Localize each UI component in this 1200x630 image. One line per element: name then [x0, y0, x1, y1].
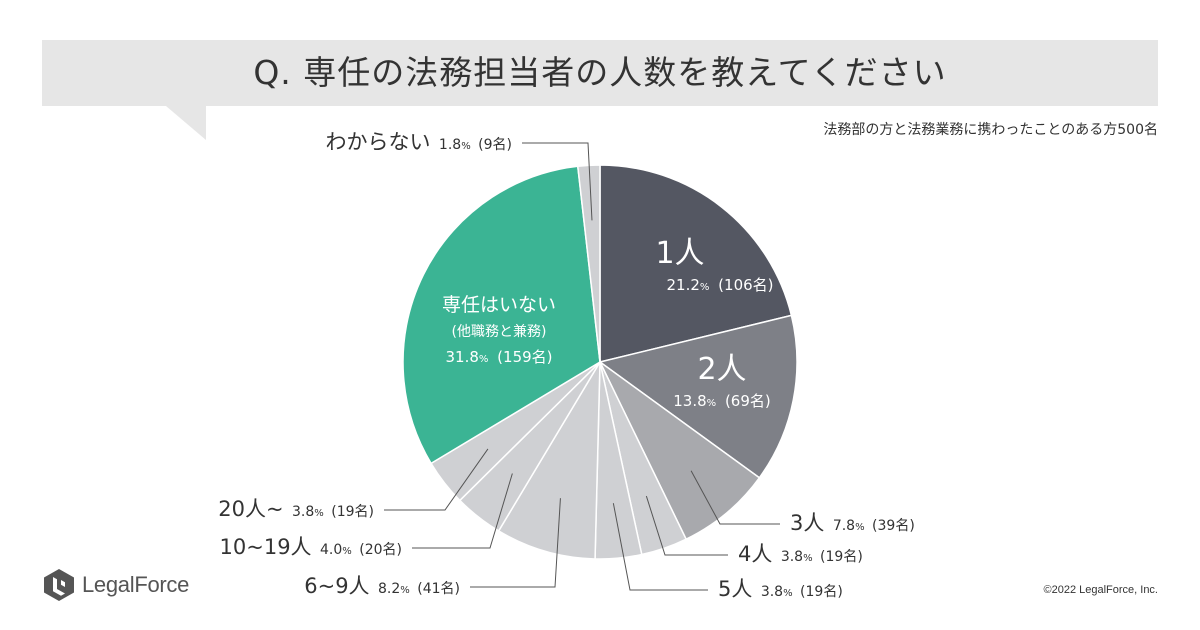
pct-value: 8.2	[374, 581, 401, 597]
leader-line-3	[690, 470, 780, 525]
pct-value: 3.8	[776, 549, 803, 565]
count-value: (159名)	[492, 348, 552, 366]
count-value: (69名)	[720, 392, 771, 410]
slice-label: 1人	[655, 236, 704, 271]
pct-value: 3.8	[288, 504, 315, 520]
leader-line-8	[384, 448, 489, 511]
leader-line-5	[612, 503, 708, 591]
slice-label: 専任はいない	[442, 294, 556, 316]
count-value: (41名)	[413, 581, 460, 597]
slice-label: 10~19人	[220, 535, 312, 559]
speech-bubble-tail	[166, 106, 206, 140]
inside-value-9: 31.8% (159名)	[445, 348, 552, 366]
slice-label: わからない	[325, 130, 430, 154]
count-value: (20名)	[355, 542, 402, 558]
logo-mark-icon	[44, 569, 74, 601]
count-value: (19名)	[816, 549, 863, 565]
pie-slice-3	[599, 361, 761, 541]
pct-sign: %	[707, 398, 717, 409]
pct-sign: %	[700, 282, 710, 293]
count-value: (106名)	[713, 276, 773, 294]
pie-slices	[402, 164, 798, 560]
slice-label: 3人	[790, 511, 824, 535]
copyright: ©2022 LegalForce, Inc.	[1043, 584, 1158, 596]
pct-sign: %	[855, 522, 865, 533]
chart-subtitle: 法務部の方と法務業務に携わったことのある方500名	[823, 122, 1158, 138]
inside-label-1: 1人	[655, 236, 704, 271]
pct-sign: %	[314, 508, 324, 519]
pct-value: 7.8	[828, 518, 855, 534]
leader-line-7	[412, 473, 513, 549]
pct-sign: %	[803, 553, 813, 564]
leader-lines	[384, 142, 780, 591]
inside-sublabel-9: (他職務と兼務)	[452, 324, 547, 340]
pct-sign: %	[342, 546, 352, 557]
pct-value: 13.8	[673, 392, 706, 410]
slice-label: 6~9人	[304, 574, 369, 598]
leader-line-10	[522, 142, 593, 221]
inside-value-1: 21.2% (106名)	[666, 276, 773, 294]
inside-value-2: 13.8% (69名)	[673, 392, 770, 410]
pct-value: 31.8	[445, 348, 478, 366]
count-value: (19名)	[796, 584, 843, 600]
pie-slice-9	[402, 165, 601, 465]
outside-label-7: 10~19人 4.0% (20名)	[220, 535, 402, 559]
pct-sign: %	[400, 585, 410, 596]
outside-label-6: 6~9人 8.2% (41名)	[304, 574, 460, 598]
count-value: (9名)	[474, 137, 512, 153]
pie-slice-6	[497, 359, 601, 560]
outside-label-3: 3人 7.8% (39名)	[790, 511, 915, 535]
outside-label-8: 20人~ 3.8% (19名)	[218, 497, 374, 521]
slice-sublabel: (他職務と兼務)	[452, 324, 547, 340]
pct-value: 3.8	[756, 584, 783, 600]
outside-label-5: 5人 3.8% (19名)	[718, 577, 843, 601]
inside-label-9: 専任はいない	[442, 294, 556, 316]
slice-label: 5人	[718, 577, 752, 601]
pct-sign: %	[783, 588, 793, 599]
legalforce-logo: LegalForce	[42, 567, 189, 603]
pct-value: 21.2	[666, 276, 699, 294]
slice-label: 2人	[697, 352, 746, 387]
pie-slice-2	[598, 314, 798, 479]
pct-sign: %	[479, 354, 489, 365]
outside-label-10: わからない 1.8% (9名)	[325, 130, 512, 154]
pct-value: 1.8	[434, 137, 461, 153]
count-value: (19名)	[327, 504, 374, 520]
title-banner: Q. 専任の法務担当者の人数を教えてください	[42, 40, 1158, 106]
pct-sign: %	[461, 141, 471, 152]
pct-value: 4.0	[316, 542, 343, 558]
slice-label: 4人	[738, 542, 772, 566]
count-value: (39名)	[868, 518, 915, 534]
slice-label: 20人~	[218, 497, 283, 521]
logo-text: LegalForce	[82, 572, 190, 597]
pie-slice-1	[599, 164, 793, 363]
leader-line-6	[470, 498, 561, 588]
leader-line-4	[645, 495, 728, 556]
slice-labels: 1人 21.2% (106名) 2人 13.8% (69名) 専任はいない (他職務と兼務…	[218, 130, 915, 601]
outside-label-4: 4人 3.8% (19名)	[738, 542, 863, 566]
chart-title: Q. 専任の法務担当者の人数を教えてください	[253, 53, 947, 92]
inside-label-2: 2人	[697, 352, 746, 387]
